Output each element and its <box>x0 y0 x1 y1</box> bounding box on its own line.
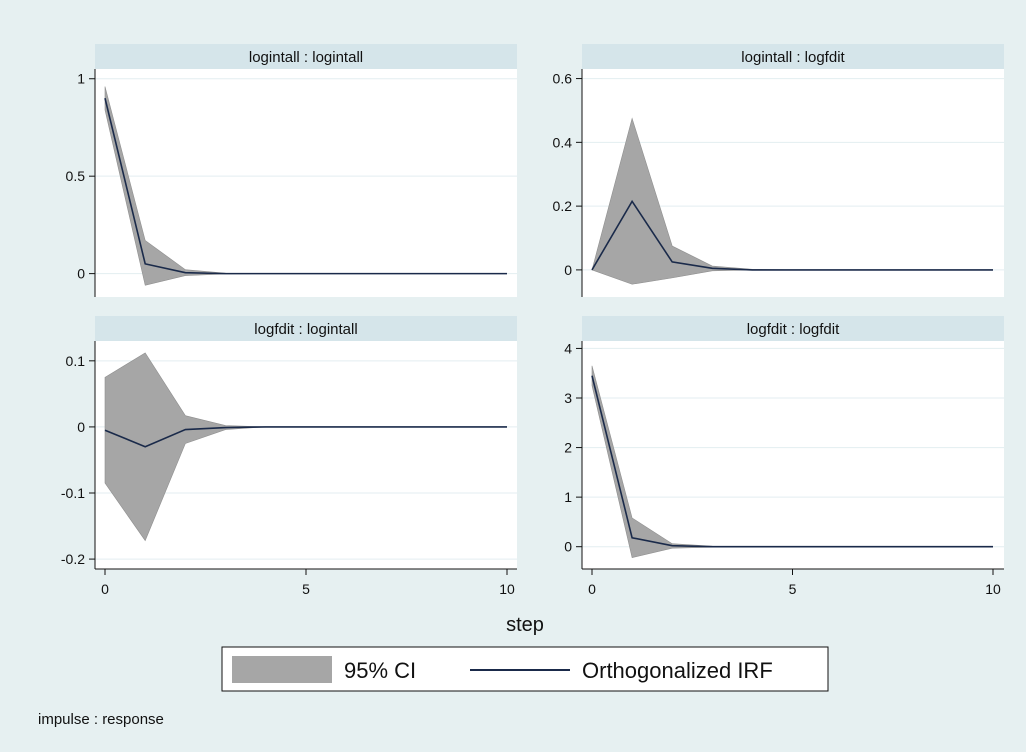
x-axis-title: step <box>506 614 544 636</box>
panel-strip <box>95 316 517 341</box>
y-tick-label: 0.2 <box>553 198 573 214</box>
y-tick-label: 4 <box>564 340 572 356</box>
irf-line <box>591 199 993 271</box>
panel-title: logintall : logfdit <box>741 49 845 66</box>
y-tick-label: 0.6 <box>553 71 573 87</box>
x-tick-label: 5 <box>302 581 310 597</box>
x-tick-label: 5 <box>789 581 797 597</box>
panel-1: logintall : logintall 0 0.5 1 <box>66 44 517 297</box>
panel-4: logfdit : logfdit 0 1 2 3 4 0 5 10 <box>564 316 1004 597</box>
irf-line <box>104 98 507 275</box>
ci-band <box>591 117 993 285</box>
y-tick-label: 1 <box>564 489 572 505</box>
y-tick-label: 1 <box>77 71 85 87</box>
y-tick-label: 3 <box>564 390 572 406</box>
y-tick-label: 0.4 <box>553 134 573 150</box>
panel-strip <box>582 316 1004 341</box>
y-tick-label: 2 <box>564 440 572 456</box>
legend-irf-label: Orthogonalized IRF <box>582 658 773 683</box>
panel-title: logfdit : logintall <box>254 321 357 338</box>
panel-title: logfdit : logfdit <box>747 321 840 338</box>
panel-3: logfdit : logintall -0.2 -0.1 0 0.1 0 5 10 <box>61 316 517 597</box>
y-tick-label: -0.2 <box>61 551 85 567</box>
y-tick-label: 0.1 <box>66 353 86 369</box>
chart-note: impulse : response <box>38 711 164 728</box>
x-tick-label: 10 <box>985 581 1001 597</box>
panel-strip <box>582 44 1004 69</box>
y-tick-label: 0 <box>564 539 572 555</box>
y-tick-label: 0.5 <box>66 168 86 184</box>
y-tick-label: -0.1 <box>61 485 85 501</box>
y-tick-label: 0 <box>77 266 85 282</box>
y-tick-label: 0 <box>564 262 572 278</box>
x-tick-label: 0 <box>588 581 596 597</box>
legend: 95% CI Orthogonalized IRF <box>221 646 829 692</box>
x-tick-label: 10 <box>499 581 515 597</box>
panel-2: logintall : logfdit 0 0.2 0.4 0.6 <box>553 44 1004 297</box>
y-tick-label: 0 <box>77 419 85 435</box>
irf-line <box>591 375 993 548</box>
legend-ci-swatch <box>232 656 332 683</box>
panel-strip <box>95 44 517 69</box>
panel-title: logintall : logintall <box>249 49 363 66</box>
irf-line <box>104 426 507 448</box>
legend-ci-label: 95% CI <box>344 658 416 683</box>
x-tick-label: 0 <box>101 581 109 597</box>
